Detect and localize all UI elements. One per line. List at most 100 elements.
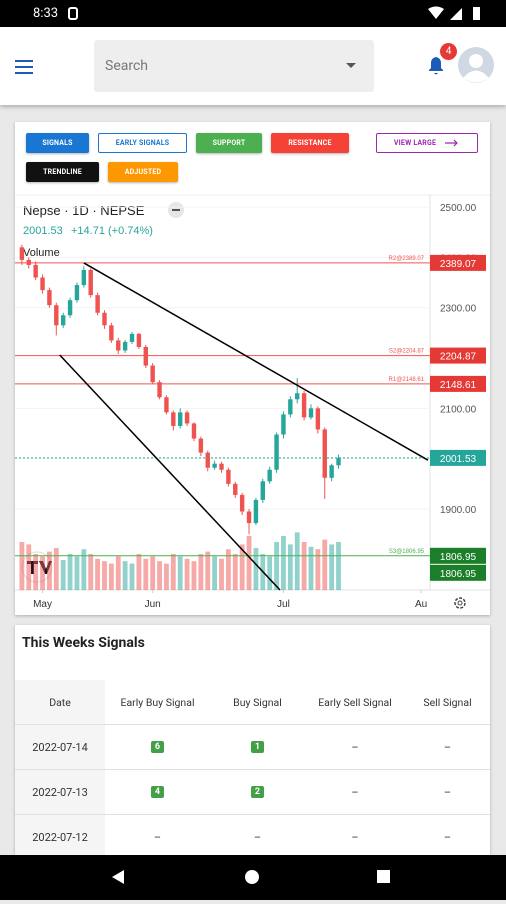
column-header: Early Sell Signal [318, 695, 392, 709]
price-change: +14.71 (+0.74%) [71, 225, 153, 237]
price-badge-label: 2148.61 [440, 380, 477, 391]
recents-button[interactable] [377, 870, 390, 883]
early-signals-button[interactable]: EARLY SIGNALS [98, 133, 187, 153]
avatar[interactable] [458, 47, 494, 83]
back-button[interactable] [112, 870, 124, 884]
clock: 8:33 [33, 6, 59, 21]
volume-bar [329, 544, 335, 590]
signals-button[interactable]: SIGNALS [26, 133, 89, 153]
candle-body [143, 346, 148, 366]
candle-body [116, 340, 121, 351]
signal-badge: 4 [150, 786, 165, 798]
volume-bar [336, 542, 341, 590]
candle-body [308, 408, 314, 418]
candle-body [246, 511, 252, 524]
cell-text: 2022-07-12 [32, 830, 88, 844]
volume-bar [322, 539, 328, 590]
candle-body [260, 481, 266, 500]
signal-cell: – [305, 815, 405, 855]
volume-bar [294, 532, 300, 590]
last-price: 2001.53 [23, 225, 63, 237]
status-icon [68, 7, 78, 20]
volume-bar [19, 542, 25, 590]
candle-body [122, 341, 128, 351]
cell-text: – [153, 830, 162, 844]
x-tick-label: May [33, 599, 52, 610]
candle-body [184, 412, 190, 424]
x-tick-label: Jun [145, 599, 161, 610]
candle-body [198, 438, 204, 453]
level-label: R2@2389.07 [389, 256, 425, 262]
signal-cell: 6 [105, 725, 210, 769]
candle-body [212, 463, 217, 468]
signal-cell: – [405, 725, 490, 769]
chart-title: Nepse · 1D · NEPSE [23, 203, 145, 218]
search-placeholder: Search [105, 58, 149, 74]
price-badge [430, 375, 486, 392]
cell-text: – [351, 740, 359, 754]
collapse-icon [172, 209, 180, 211]
cell-text: 2022-07-13 [32, 785, 88, 799]
candle-body [226, 469, 231, 484]
volume-bar [150, 556, 156, 590]
candle-body [239, 494, 245, 512]
settings-icon[interactable] [454, 597, 466, 609]
candle-body [40, 277, 45, 291]
search-field[interactable]: Search [94, 40, 374, 92]
view-large-button[interactable]: VIEW LARGE [376, 133, 478, 153]
signal-cell: 1 [210, 725, 305, 769]
price-badge-label: 1806.95 [440, 569, 477, 580]
volume-bar [157, 561, 162, 590]
volume-bar [81, 549, 87, 590]
row-divider [15, 814, 490, 815]
signal-cell: – [405, 815, 490, 855]
signal-cell: – [210, 815, 305, 855]
volume-bar [308, 546, 314, 590]
candle-body [288, 399, 293, 415]
candle-body [205, 452, 210, 468]
price-badge [430, 449, 486, 466]
volume-label: Volume [23, 247, 60, 259]
dropdown-arrow [346, 63, 356, 68]
volume-bar [198, 554, 204, 590]
volume-bar [60, 560, 66, 590]
signal-badge: 2 [250, 786, 265, 798]
candle-body [177, 412, 183, 426]
x-tick-label: Au [415, 599, 427, 610]
candle-body [233, 483, 238, 495]
candle-body [295, 393, 300, 400]
x-tick-label: Jul [277, 599, 290, 610]
navigation-bar [0, 855, 506, 900]
volume-bar [232, 554, 238, 590]
support-button[interactable]: SUPPORT [196, 133, 262, 153]
candle-body [19, 247, 25, 260]
volume-bar [315, 549, 321, 590]
column-header: Early Buy Signal [120, 695, 195, 709]
volume-bar [129, 563, 135, 590]
signal-cell: – [305, 725, 405, 769]
volume-bar [67, 554, 73, 590]
resistance-button[interactable]: RESISTANCE [271, 133, 349, 153]
menu-button[interactable] [15, 60, 33, 74]
volume-bar [47, 551, 52, 590]
volume-bar [191, 561, 197, 590]
notification-bell[interactable] [426, 54, 448, 78]
y-tick-label: 1900.00 [440, 505, 477, 516]
system-icons [428, 6, 480, 20]
cell-text: 2022-07-14 [32, 740, 88, 754]
signal-cell: – [305, 770, 405, 814]
volume-bar [253, 548, 259, 590]
volume-bar [184, 558, 190, 590]
price-badge [430, 254, 486, 271]
volume-bar [164, 563, 169, 590]
date-column-bg [15, 680, 105, 855]
home-button[interactable] [245, 870, 259, 884]
volume-bar [95, 558, 101, 590]
candle-body [253, 499, 259, 524]
volume-bar [205, 551, 211, 590]
candle-body [267, 469, 272, 482]
trendline-button[interactable]: TRENDLINE [26, 162, 99, 182]
volume-bar [301, 542, 307, 590]
adjusted-button[interactable]: ADJUSTED [108, 162, 178, 182]
